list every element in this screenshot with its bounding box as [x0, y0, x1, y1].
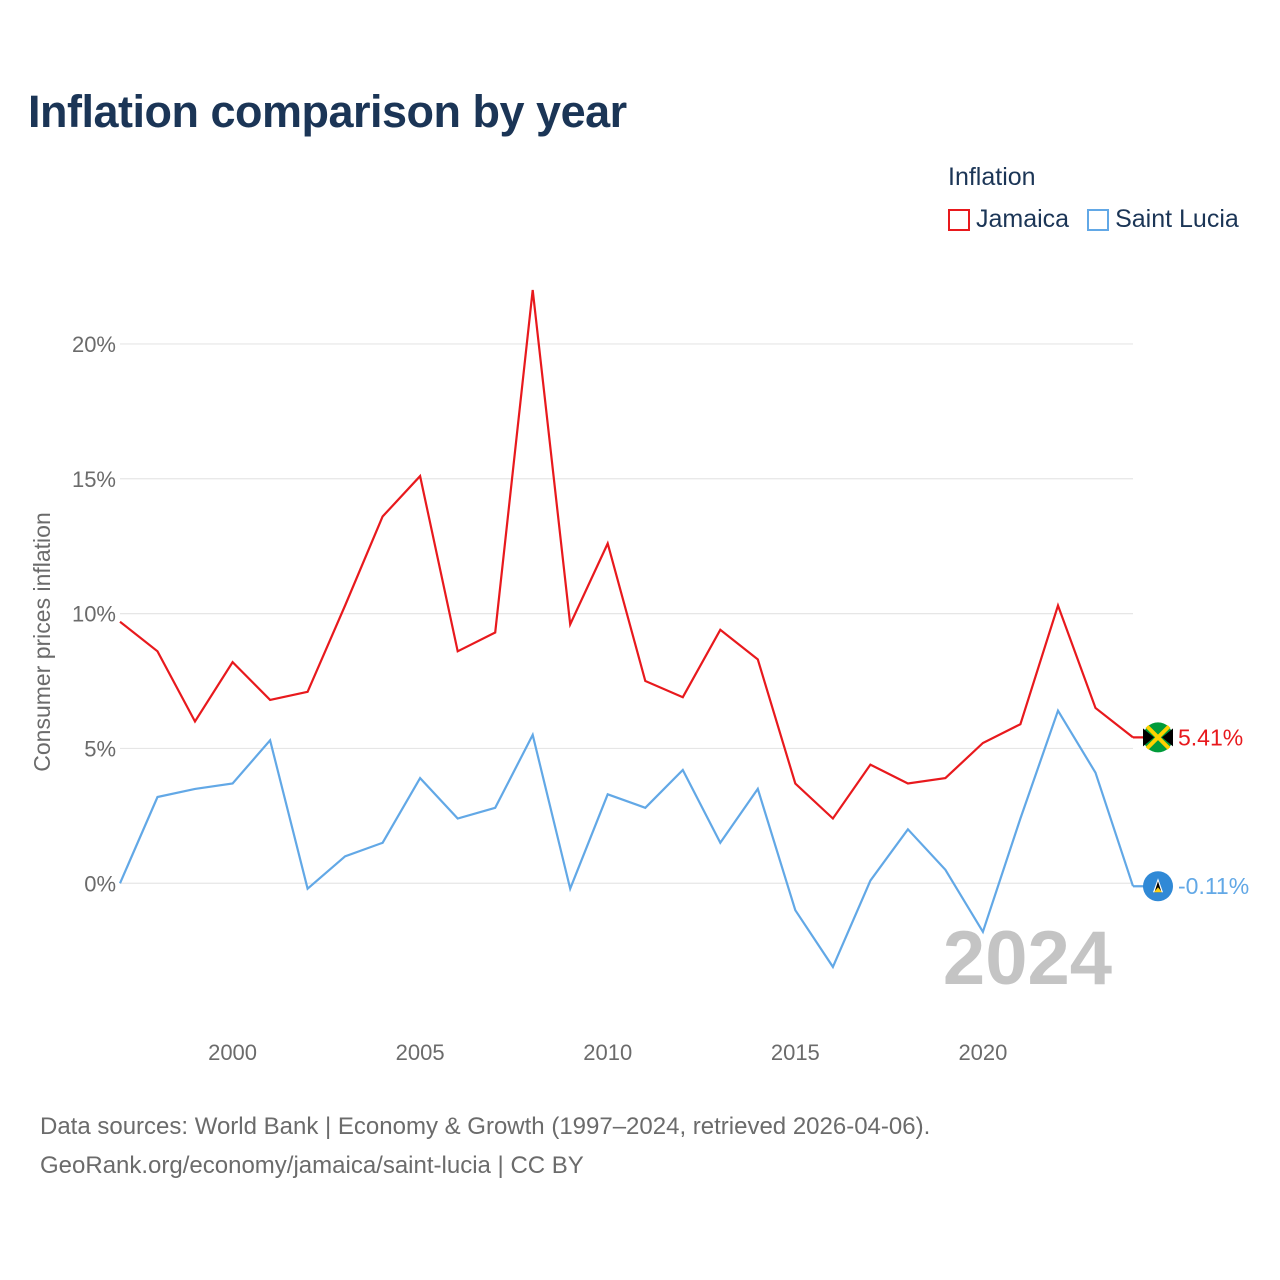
legend: Jamaica Saint Lucia: [948, 205, 1257, 234]
legend-swatch-saint-lucia: [1087, 208, 1110, 231]
x-tick-label: 2000: [208, 1040, 257, 1065]
series-lines: [118, 289, 1135, 970]
legend-label-jamaica: Jamaica: [976, 205, 1070, 233]
footer: Data sources: World Bank | Economy & Gro…: [40, 1107, 930, 1185]
footer-sources: Data sources: World Bank | Economy & Gro…: [40, 1113, 931, 1140]
end-value-label-jamaica: 5.41%: [1178, 724, 1243, 750]
legend-label-saint-lucia: Saint Lucia: [1115, 205, 1239, 233]
series-line-saint-lucia[interactable]: [118, 708, 1135, 970]
legend-title: Inflation: [948, 163, 1036, 191]
end-markers: 5.41% -0.11%: [1133, 722, 1249, 902]
legend-swatch-jamaica: [948, 208, 970, 231]
x-tick-label: 2005: [396, 1040, 445, 1065]
x-tick-label: 2015: [771, 1040, 820, 1065]
footer-link[interactable]: GeoRank.org/economy/jamaica/saint-lucia …: [40, 1152, 584, 1179]
series-line-jamaica[interactable]: [119, 289, 1134, 821]
y-tick-label: 20%: [72, 332, 116, 357]
x-tick-label: 2010: [583, 1040, 632, 1065]
x-tick-labels: 2000 2005 2010 2015 2020: [208, 1040, 1007, 1065]
y-tick-label: 5%: [84, 736, 116, 761]
y-tick-label: 15%: [72, 467, 116, 492]
flag-saint-lucia-icon: [1143, 871, 1173, 902]
x-tick-label: 2020: [958, 1040, 1007, 1065]
y-tick-label: 10%: [72, 602, 116, 627]
flag-jamaica-icon: [1143, 722, 1173, 753]
year-watermark: 2024: [943, 916, 1112, 1001]
y-tick-labels: 0% 5% 10% 15% 20%: [72, 332, 116, 896]
legend-item-jamaica[interactable]: Jamaica: [948, 205, 1069, 234]
y-tick-label: 0%: [84, 871, 116, 896]
y-axis-label: Consumer prices inflation: [29, 512, 55, 772]
end-value-label-saint-lucia: -0.11%: [1178, 873, 1249, 899]
chart-title: Inflation comparison by year: [28, 86, 627, 137]
legend-item-saint-lucia[interactable]: Saint Lucia: [1087, 205, 1239, 234]
